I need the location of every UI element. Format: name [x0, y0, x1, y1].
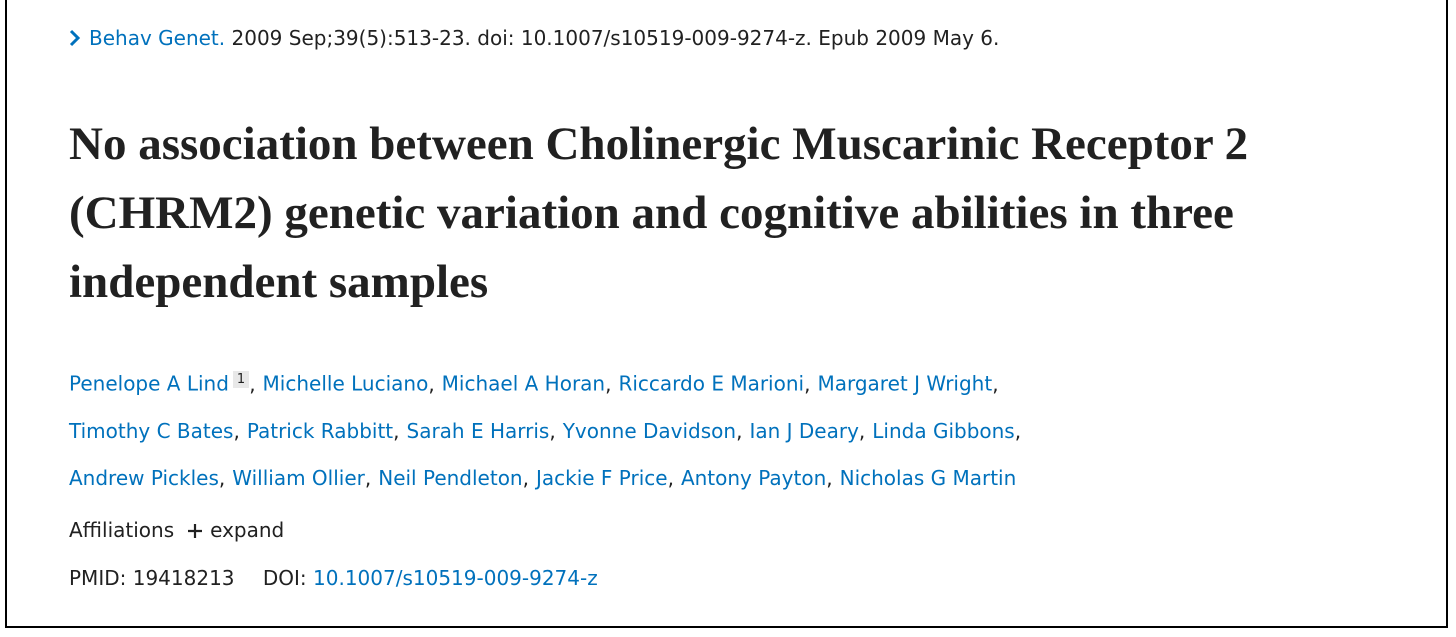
separator: , — [804, 371, 811, 396]
separator: , — [233, 418, 240, 443]
author-link[interactable]: Jackie F Price — [535, 465, 668, 490]
author-link[interactable]: Sarah E Harris — [406, 418, 550, 443]
separator: , — [605, 371, 612, 396]
author-link[interactable]: Riccardo E Marioni — [618, 371, 805, 396]
affiliations: Affiliations expand — [69, 518, 284, 542]
chevron-icon — [69, 29, 81, 47]
citation-details: 2009 Sep;39(5):513-23. doi: 10.1007/s105… — [231, 26, 1000, 50]
separator: , — [1014, 418, 1022, 443]
author-link[interactable]: Timothy C Bates — [69, 418, 234, 443]
citation: Behav Genet. 2009 Sep;39(5):513-23. doi:… — [69, 26, 999, 50]
author-link[interactable]: Neil Pendleton — [378, 465, 523, 490]
author-list: Penelope A Lind 1, Michelle Luciano, Michae… — [69, 356, 1028, 502]
separator: , — [364, 465, 372, 490]
author-link[interactable]: Nicholas G Martin — [839, 465, 1017, 490]
separator: , — [522, 465, 529, 490]
separator: , — [858, 418, 866, 443]
expand-toggle[interactable]: expand — [210, 518, 285, 542]
affiliations-label: Affiliations — [69, 518, 175, 542]
author-link[interactable]: Patrick Rabbitt — [246, 418, 394, 443]
author-link[interactable]: Linda Gibbons — [872, 418, 1015, 443]
author-link[interactable]: Michelle Luciano — [262, 371, 429, 396]
separator: , — [736, 418, 743, 443]
pmid-label: PMID: — [69, 566, 127, 590]
separator: , — [549, 418, 556, 443]
pmid: 19418213 — [132, 566, 235, 590]
plus-icon[interactable] — [186, 522, 204, 540]
article-title: No association between Cholinergic Musca… — [69, 118, 1249, 308]
doi-label: DOI: — [262, 566, 307, 590]
affiliation-number[interactable]: 1 — [232, 371, 250, 388]
author-line: Timothy C Bates, Patrick Rabbitt, Sarah E … — [69, 408, 1028, 455]
doi-link[interactable]: 10.1007/s10519-009-9274-z — [313, 566, 598, 590]
separator: , — [826, 465, 833, 490]
frame: Behav Genet. 2009 Sep;39(5):513-23. doi:… — [5, 0, 1448, 628]
author-line: Andrew Pickles, William Ollier, Neil Pendl… — [69, 455, 1028, 502]
separator: , — [218, 465, 226, 490]
identifiers: PMID: 19418213 DOI: 10.1007/s10519-009-9… — [69, 566, 598, 590]
author-link[interactable]: Ian J Deary — [749, 418, 859, 443]
separator: , — [992, 371, 999, 396]
author-link[interactable]: Margaret J Wright — [817, 371, 993, 396]
separator: , — [667, 465, 674, 490]
author-link[interactable]: William Ollier — [232, 465, 365, 490]
author-link[interactable]: Michael A Horan — [441, 371, 606, 396]
author-link[interactable]: Penelope A Lind — [69, 371, 229, 396]
author-link[interactable]: Andrew Pickles — [69, 465, 219, 490]
separator: , — [428, 371, 435, 396]
separator: , — [249, 371, 256, 396]
author-line: Penelope A Lind 1, Michelle Luciano, Michae… — [69, 356, 1028, 408]
journal-link[interactable]: Behav Genet. — [89, 26, 226, 50]
separator: , — [393, 418, 400, 443]
author-link[interactable]: Antony Payton — [680, 465, 827, 490]
author-link[interactable]: Yvonne Davidson — [562, 418, 737, 443]
